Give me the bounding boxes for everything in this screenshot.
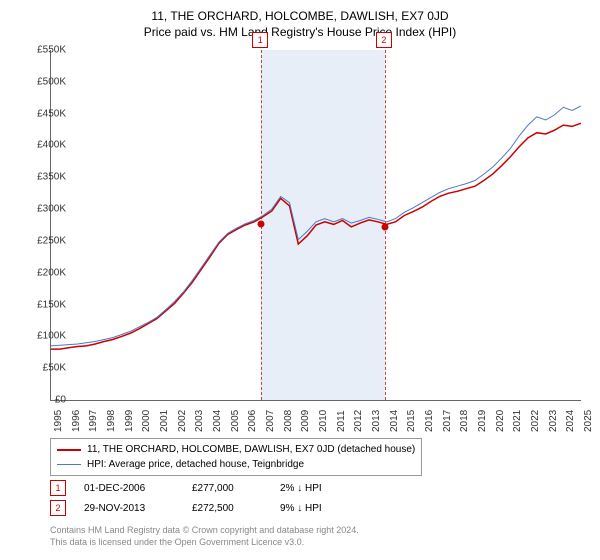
x-tick-label: 2015 <box>406 410 417 432</box>
sales-marker-icon: 1 <box>50 480 66 496</box>
x-tick-label: 1997 <box>88 410 99 432</box>
x-tick-label: 2017 <box>442 410 453 432</box>
x-tick-label: 2004 <box>212 410 223 432</box>
x-tick-label: 2022 <box>530 410 541 432</box>
legend: 11, THE ORCHARD, HOLCOMBE, DAWLISH, EX7 … <box>50 438 422 476</box>
chart-subtitle: Price paid vs. HM Land Registry's House … <box>0 25 600 43</box>
x-tick-label: 2007 <box>265 410 276 432</box>
x-tick-label: 2024 <box>565 410 576 432</box>
x-tick-label: 2014 <box>389 410 400 432</box>
sales-diff: 9% ↓ HPI <box>280 503 370 514</box>
footer-line: This data is licensed under the Open Gov… <box>50 537 359 549</box>
x-tick-label: 1996 <box>71 410 82 432</box>
x-tick-label: 2002 <box>177 410 188 432</box>
x-tick-label: 2019 <box>477 410 488 432</box>
x-tick-label: 2021 <box>512 410 523 432</box>
sales-table: 1 01-DEC-2006 £277,000 2% ↓ HPI 2 29-NOV… <box>50 480 370 520</box>
sales-diff: 2% ↓ HPI <box>280 483 370 494</box>
x-tick-label: 1998 <box>106 410 117 432</box>
x-tick-label: 2020 <box>495 410 506 432</box>
x-tick-label: 2012 <box>353 410 364 432</box>
x-tick-label: 2006 <box>247 410 258 432</box>
x-tick-label: 2018 <box>459 410 470 432</box>
x-tick-label: 2013 <box>371 410 382 432</box>
legend-swatch-property <box>57 449 81 451</box>
legend-swatch-hpi <box>57 464 81 465</box>
attribution-footer: Contains HM Land Registry data © Crown c… <box>50 525 359 548</box>
footer-line: Contains HM Land Registry data © Crown c… <box>50 525 359 537</box>
x-tick-label: 2016 <box>424 410 435 432</box>
sales-price: £277,000 <box>192 483 262 494</box>
legend-label: HPI: Average price, detached house, Teig… <box>87 457 304 472</box>
sale-marker-2: 2 <box>376 32 392 48</box>
sales-row-1: 1 01-DEC-2006 £277,000 2% ↓ HPI <box>50 480 370 496</box>
sale-dot-1 <box>258 220 265 227</box>
x-tick-label: 2003 <box>194 410 205 432</box>
legend-item-property: 11, THE ORCHARD, HOLCOMBE, DAWLISH, EX7 … <box>57 442 415 457</box>
x-tick-label: 2001 <box>159 410 170 432</box>
sales-price: £272,500 <box>192 503 262 514</box>
x-tick-label: 2025 <box>583 410 594 432</box>
x-tick-label: 2010 <box>318 410 329 432</box>
legend-label: 11, THE ORCHARD, HOLCOMBE, DAWLISH, EX7 … <box>87 442 415 457</box>
chart-plot-area <box>50 50 581 401</box>
sales-date: 01-DEC-2006 <box>84 483 174 494</box>
x-tick-label: 2005 <box>230 410 241 432</box>
chart-lines <box>51 50 581 400</box>
chart-title: 11, THE ORCHARD, HOLCOMBE, DAWLISH, EX7 … <box>0 0 600 25</box>
x-tick-label: 2008 <box>283 410 294 432</box>
x-tick-label: 1995 <box>53 410 64 432</box>
x-tick-label: 2000 <box>141 410 152 432</box>
x-tick-label: 2009 <box>300 410 311 432</box>
sales-date: 29-NOV-2013 <box>84 503 174 514</box>
sales-marker-icon: 2 <box>50 500 66 516</box>
x-tick-label: 2023 <box>548 410 559 432</box>
sale-marker-1: 1 <box>252 32 268 48</box>
sales-row-2: 2 29-NOV-2013 £272,500 9% ↓ HPI <box>50 500 370 516</box>
sale-dot-2 <box>381 223 388 230</box>
x-tick-label: 2011 <box>336 410 347 432</box>
x-tick-label: 1999 <box>124 410 135 432</box>
legend-item-hpi: HPI: Average price, detached house, Teig… <box>57 457 415 472</box>
